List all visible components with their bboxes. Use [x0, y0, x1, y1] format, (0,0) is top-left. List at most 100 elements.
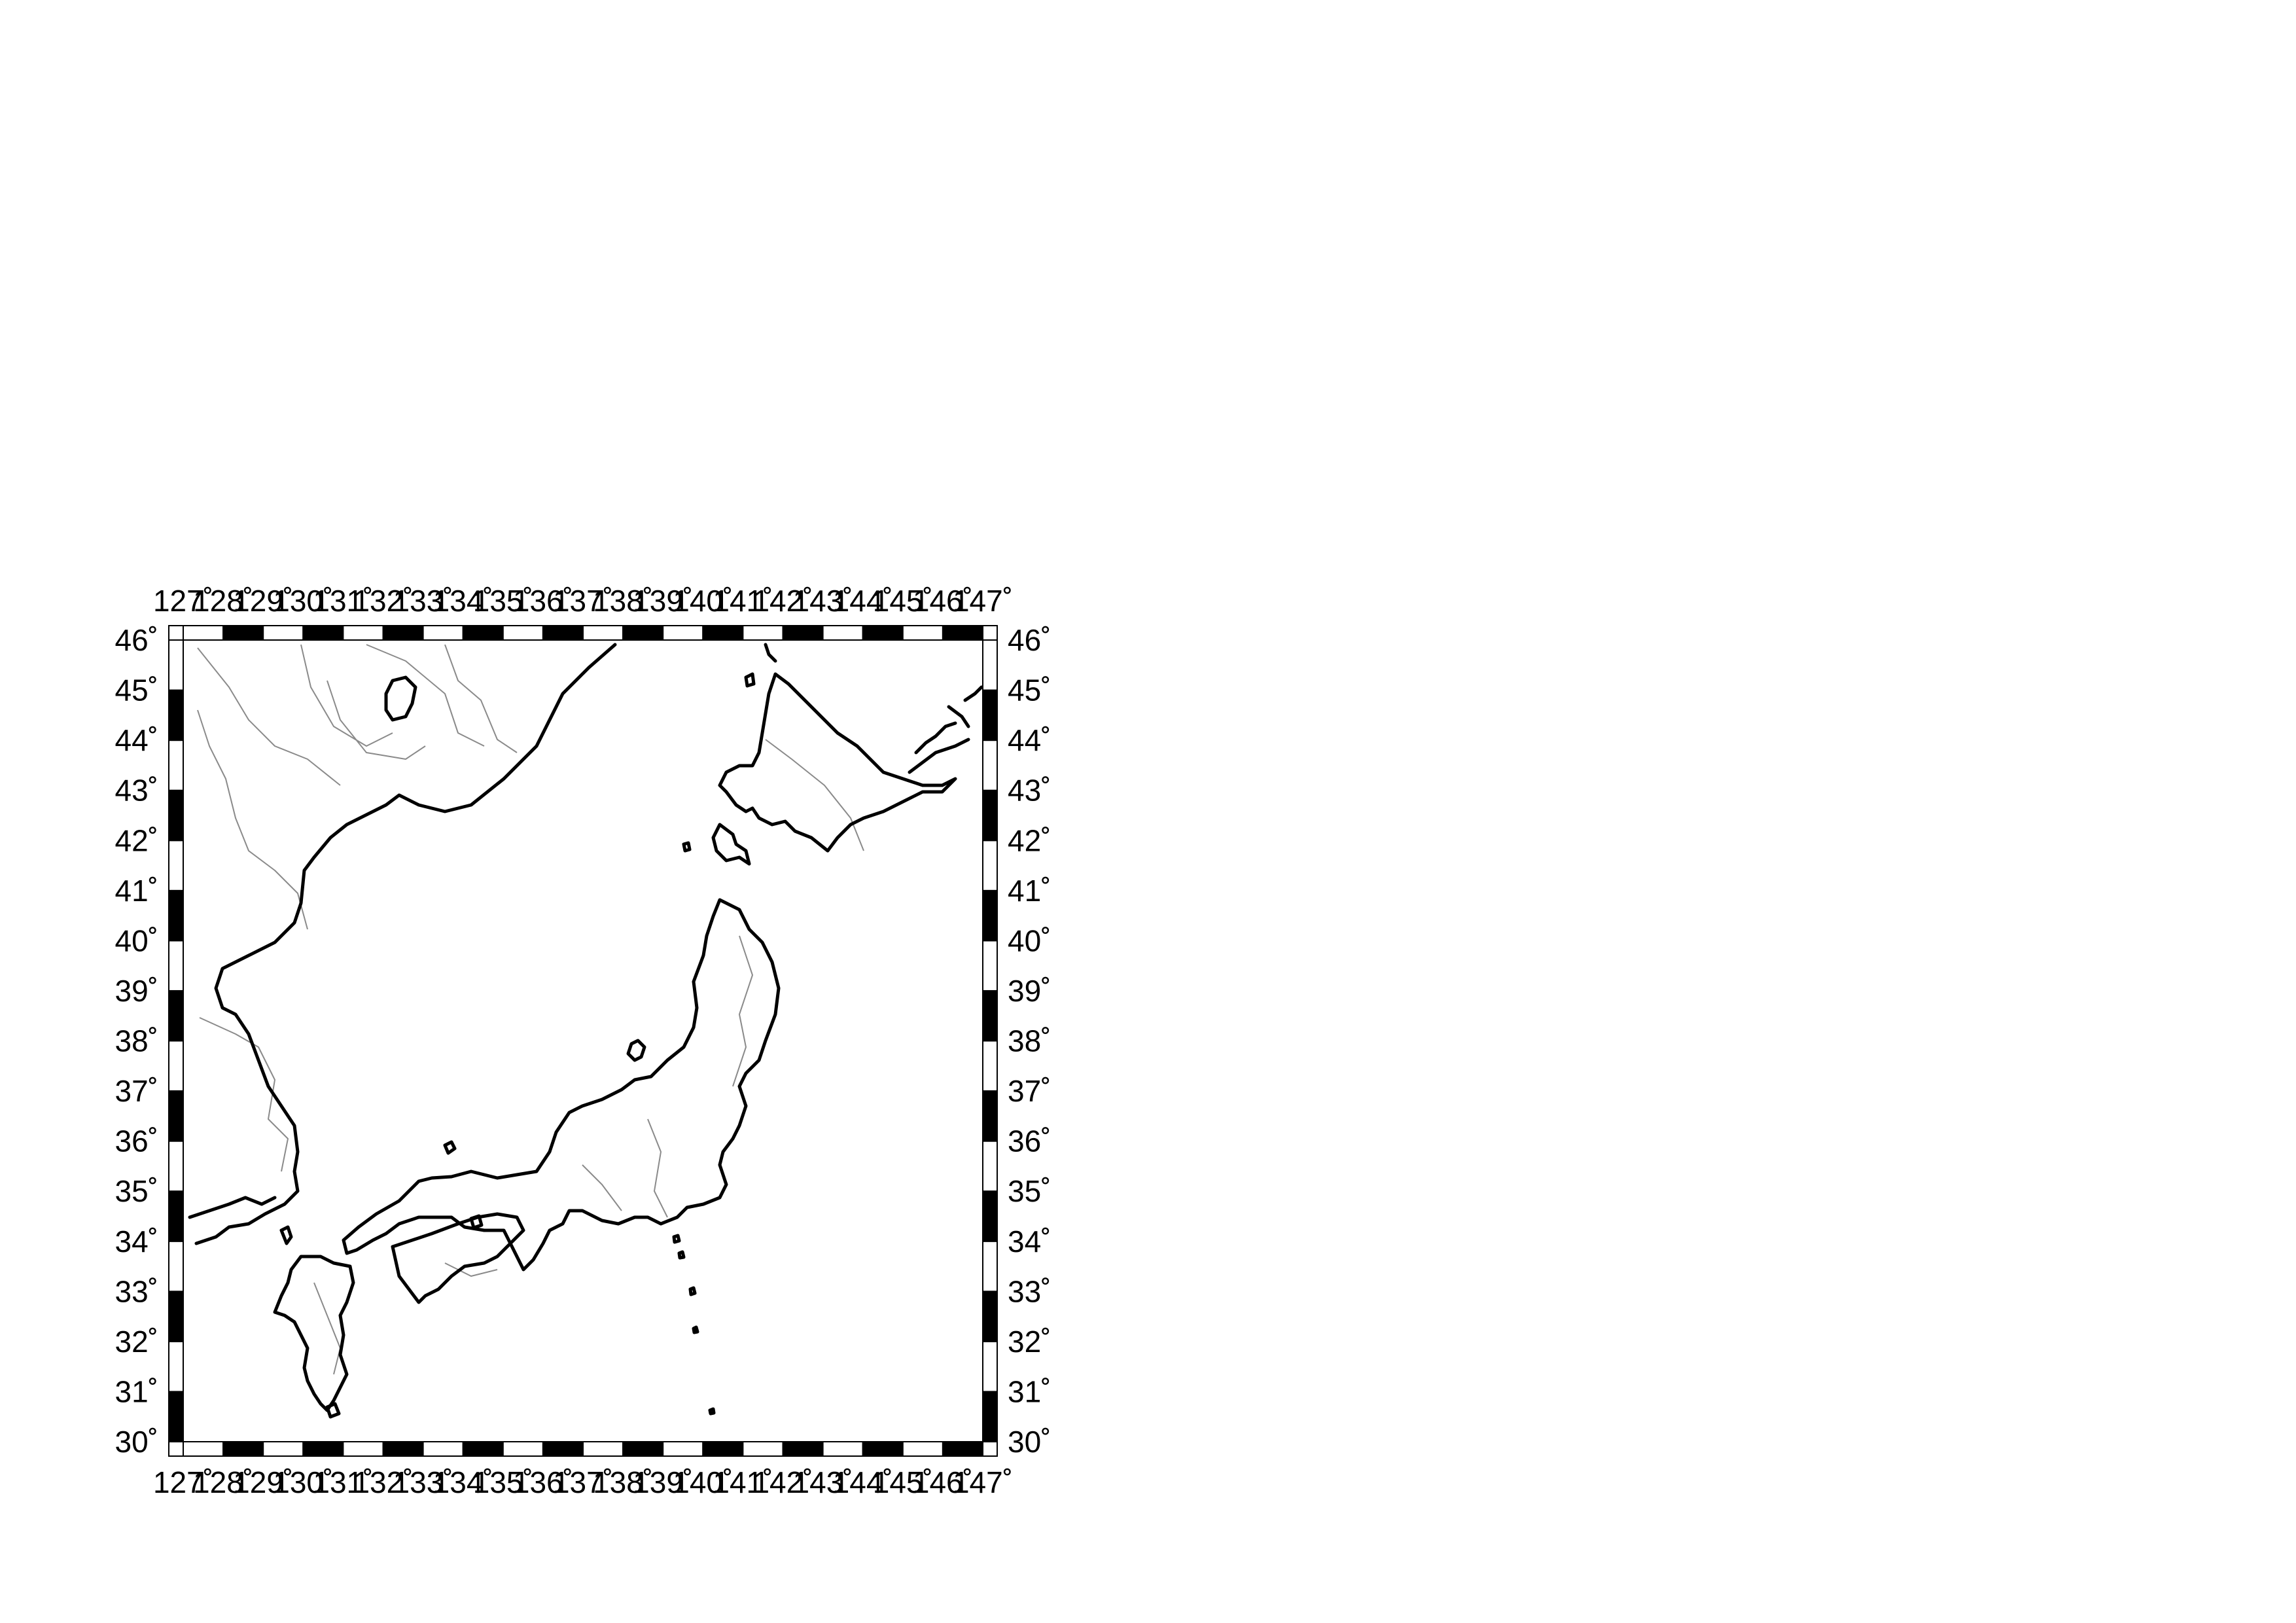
frame-left-segment: [168, 639, 184, 691]
lon-tick-label-bottom: 133˚: [393, 1465, 453, 1499]
frame-left-segment: [168, 990, 184, 1042]
frame-left-segment: [168, 1391, 184, 1442]
frame-bottom-segment: [582, 1441, 624, 1457]
frame-top-segment: [662, 625, 704, 641]
lat-tick-label-left: 37˚: [115, 1074, 158, 1108]
lon-tick-label-bottom: 134˚: [433, 1465, 493, 1499]
lat-tick-label-right: 42˚: [1008, 823, 1051, 857]
lon-tick-label-top: 136˚: [513, 584, 573, 618]
lon-tick-label-bottom: 136˚: [513, 1465, 573, 1499]
lat-tick-label-right: 44˚: [1008, 723, 1051, 757]
lat-tick-label-left: 41˚: [115, 874, 158, 908]
frame-left-segment: [168, 1240, 184, 1293]
lat-tick-label-right: 30˚: [1008, 1425, 1051, 1459]
lat-tick-label-left: 38˚: [115, 1024, 158, 1058]
lon-tick-label-top: 140˚: [673, 584, 733, 618]
frame-right-segment: [982, 840, 998, 891]
lon-tick-label-bottom: 135˚: [473, 1465, 533, 1499]
lat-tick-label-right: 38˚: [1008, 1024, 1051, 1058]
frame-top-segment: [422, 625, 464, 641]
frame-top-segment: [222, 625, 264, 641]
lon-tick-label-bottom: 145˚: [873, 1465, 933, 1499]
izu-island-4: [692, 1325, 699, 1334]
frame-left-segment: [168, 889, 184, 942]
manchuria-border-2: [300, 644, 393, 747]
frame-right-segment: [982, 1240, 998, 1293]
lon-tick-label-top: 137˚: [553, 584, 613, 618]
frame-bottom-segment: [302, 1441, 344, 1457]
frame-top-segment: [622, 625, 664, 641]
lon-tick-label-bottom: 143˚: [793, 1465, 853, 1499]
lon-tick-label-bottom: 146˚: [913, 1465, 973, 1499]
manchuria-border-3: [327, 680, 426, 760]
tanegashima-island: [325, 1402, 341, 1419]
frame-left-segment: [168, 1340, 184, 1393]
lon-tick-label-bottom: 128˚: [193, 1465, 253, 1499]
frame-top-segment: [262, 625, 304, 641]
frame-bottom-segment: [382, 1441, 424, 1457]
lat-tick-label-left: 35˚: [115, 1174, 158, 1208]
frame-right-segment: [982, 789, 998, 842]
lat-tick-label-right: 37˚: [1008, 1074, 1051, 1108]
lat-tick-label-left: 46˚: [115, 623, 158, 657]
lon-tick-label-bottom: 141˚: [713, 1465, 773, 1499]
izu-island-2: [677, 1250, 686, 1260]
frame-bottom-segment: [462, 1441, 504, 1457]
lat-tick-label-right: 43˚: [1008, 774, 1051, 808]
borders-layer: [197, 644, 864, 1375]
lat-tick-label-left: 34˚: [115, 1224, 158, 1258]
frame-top-segment: [942, 625, 984, 641]
lon-tick-label-top: 127˚: [153, 584, 213, 618]
pacific-island-1: [708, 1407, 716, 1416]
frame-inner-box: [183, 639, 983, 1442]
korea-south-coast: [188, 1196, 277, 1219]
frame-bottom-segment: [183, 1441, 224, 1457]
lon-tick-label-top: 147˚: [953, 584, 1013, 618]
izu-island-3: [688, 1286, 697, 1296]
lon-tick-label-bottom: 132˚: [353, 1465, 413, 1499]
frame-left-segment: [168, 689, 184, 741]
lat-tick-label-left: 40˚: [115, 923, 158, 957]
frame-left-segment: [168, 940, 184, 991]
lon-tick-label-bottom: 127˚: [153, 1465, 213, 1499]
oki-island: [443, 1140, 457, 1155]
frame-bottom-segment: [742, 1441, 784, 1457]
asia-mainland-coast: [194, 643, 617, 1245]
frame-top-segment: [582, 625, 624, 641]
primorye-border: [444, 644, 518, 753]
honshu-border-1: [647, 1118, 668, 1218]
lon-tick-label-top: 132˚: [353, 584, 413, 618]
lat-tick-label-left: 42˚: [115, 823, 158, 857]
frame-bottom-segment: [862, 1441, 904, 1457]
lon-tick-label-top: 139˚: [633, 584, 693, 618]
oshima-peninsula-coast: [711, 823, 751, 866]
shikoku-coast: [391, 1212, 525, 1304]
frame-bottom-segment: [422, 1441, 464, 1457]
lon-tick-label-bottom: 147˚: [953, 1465, 1013, 1499]
china-korea-border: [197, 709, 308, 930]
frame-right-segment: [982, 639, 998, 691]
map-content: [188, 643, 983, 1419]
frame-left-segment: [168, 740, 184, 791]
kuril-coast-4: [963, 685, 983, 702]
lat-tick-label-left: 32˚: [115, 1325, 158, 1359]
lon-tick-label-top: 145˚: [873, 584, 933, 618]
frame-left-segment: [168, 1040, 184, 1092]
frame-left-segment: [168, 789, 184, 842]
lat-tick-label-right: 31˚: [1008, 1374, 1051, 1408]
frame-bottom-segment: [662, 1441, 704, 1457]
lat-tick-label-left: 39˚: [115, 974, 158, 1008]
russia-border: [366, 644, 485, 747]
kyushu-coast: [273, 1255, 355, 1412]
okushiri-island: [682, 841, 692, 853]
hokkaido-coast: [718, 672, 957, 853]
tsushima-island: [279, 1225, 293, 1245]
lon-tick-label-top: 138˚: [593, 584, 653, 618]
kuril-coast-3: [947, 705, 970, 728]
lon-tick-label-top: 141˚: [713, 584, 773, 618]
lat-tick-label-right: 33˚: [1008, 1274, 1051, 1308]
lat-tick-label-right: 46˚: [1008, 623, 1051, 657]
frame-right-segment: [982, 1340, 998, 1393]
lat-tick-label-left: 45˚: [115, 673, 158, 707]
